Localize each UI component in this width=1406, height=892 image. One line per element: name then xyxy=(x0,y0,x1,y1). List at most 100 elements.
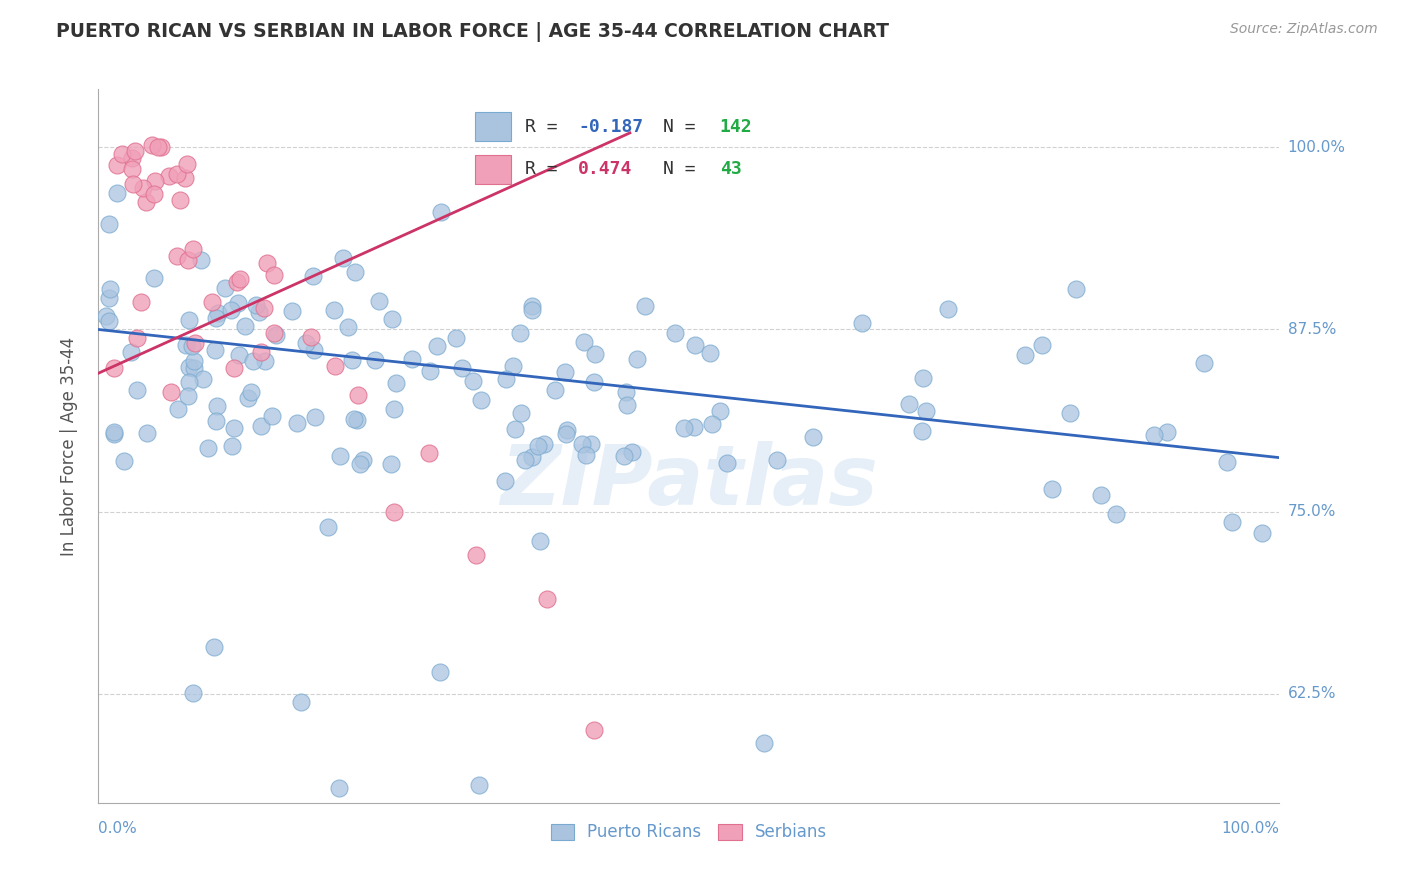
Puerto Ricans xyxy=(1215,455,1237,469)
Serbians xyxy=(146,140,169,154)
Puerto Ricans xyxy=(250,419,273,434)
Serbians xyxy=(131,181,153,195)
Puerto Ricans xyxy=(193,371,215,385)
Serbians xyxy=(105,158,128,172)
Puerto Ricans xyxy=(98,291,121,305)
Puerto Ricans xyxy=(222,421,245,435)
Text: PUERTO RICAN VS SERBIAN IN LABOR FORCE | AGE 35-44 CORRELATION CHART: PUERTO RICAN VS SERBIAN IN LABOR FORCE |… xyxy=(56,22,889,42)
Puerto Ricans xyxy=(495,474,517,488)
Puerto Ricans xyxy=(1192,356,1215,370)
Puerto Ricans xyxy=(332,251,354,265)
Puerto Ricans xyxy=(364,353,387,368)
Serbians xyxy=(142,187,165,202)
Serbians xyxy=(263,326,285,340)
Puerto Ricans xyxy=(509,326,531,340)
Puerto Ricans xyxy=(513,452,536,467)
Puerto Ricans xyxy=(143,270,166,285)
Puerto Ricans xyxy=(709,403,731,417)
Puerto Ricans xyxy=(583,347,606,361)
Puerto Ricans xyxy=(179,313,201,327)
Puerto Ricans xyxy=(302,268,325,283)
Puerto Ricans xyxy=(260,409,283,423)
Puerto Ricans xyxy=(302,343,325,358)
Puerto Ricans xyxy=(444,331,467,345)
Serbians xyxy=(150,140,173,154)
Puerto Ricans xyxy=(614,385,637,400)
Serbians xyxy=(129,295,152,310)
Puerto Ricans xyxy=(626,351,648,366)
Serbians xyxy=(536,591,558,606)
Serbians xyxy=(124,145,146,159)
Text: 100.0%: 100.0% xyxy=(1222,822,1279,837)
Puerto Ricans xyxy=(544,383,567,397)
Puerto Ricans xyxy=(127,383,149,397)
Puerto Ricans xyxy=(136,425,159,440)
Serbians xyxy=(143,174,166,188)
Puerto Ricans xyxy=(349,457,371,471)
Puerto Ricans xyxy=(166,401,188,416)
Puerto Ricans xyxy=(105,186,128,201)
Puerto Ricans xyxy=(613,450,636,464)
Serbians xyxy=(166,249,188,263)
Puerto Ricans xyxy=(673,421,696,435)
Puerto Ricans xyxy=(1105,507,1128,521)
Puerto Ricans xyxy=(336,319,359,334)
Puerto Ricans xyxy=(103,426,125,441)
Puerto Ricans xyxy=(98,217,121,231)
Puerto Ricans xyxy=(285,416,308,430)
Puerto Ricans xyxy=(240,384,263,399)
Puerto Ricans xyxy=(461,374,484,388)
Serbians xyxy=(121,152,143,166)
Puerto Ricans xyxy=(557,423,579,437)
Serbians xyxy=(181,243,204,257)
Puerto Ricans xyxy=(579,437,602,451)
Text: 100.0%: 100.0% xyxy=(1288,140,1346,155)
Serbians xyxy=(250,345,273,359)
Serbians xyxy=(263,268,285,282)
Puerto Ricans xyxy=(219,302,242,317)
Serbians xyxy=(465,548,488,562)
Puerto Ricans xyxy=(340,352,363,367)
Puerto Ricans xyxy=(801,430,824,444)
Puerto Ricans xyxy=(384,376,406,390)
Puerto Ricans xyxy=(914,404,936,418)
Puerto Ricans xyxy=(520,450,543,464)
Serbians xyxy=(299,330,322,344)
Puerto Ricans xyxy=(1156,425,1178,439)
Puerto Ricans xyxy=(702,417,724,431)
Serbians xyxy=(226,276,249,290)
Text: 75.0%: 75.0% xyxy=(1288,504,1336,519)
Puerto Ricans xyxy=(247,305,270,319)
Puerto Ricans xyxy=(621,445,644,459)
Serbians xyxy=(323,359,346,373)
Serbians xyxy=(583,723,606,737)
Puerto Ricans xyxy=(190,252,212,267)
Serbians xyxy=(347,388,370,402)
Serbians xyxy=(176,156,198,170)
Puerto Ricans xyxy=(228,348,250,362)
Puerto Ricans xyxy=(450,361,472,376)
Puerto Ricans xyxy=(716,456,738,470)
Serbians xyxy=(111,147,134,161)
Puerto Ricans xyxy=(510,406,533,420)
Serbians xyxy=(135,194,157,209)
Puerto Ricans xyxy=(495,372,517,386)
Serbians xyxy=(253,301,276,315)
Text: 62.5%: 62.5% xyxy=(1288,686,1336,701)
Puerto Ricans xyxy=(1031,338,1053,352)
Legend: Puerto Ricans, Serbians: Puerto Ricans, Serbians xyxy=(544,817,834,848)
Puerto Ricans xyxy=(575,448,598,462)
Puerto Ricans xyxy=(245,298,267,312)
Puerto Ricans xyxy=(233,318,256,333)
Puerto Ricans xyxy=(346,412,368,426)
Puerto Ricans xyxy=(183,353,205,368)
Puerto Ricans xyxy=(290,695,312,709)
Puerto Ricans xyxy=(897,397,920,411)
Puerto Ricans xyxy=(571,437,593,451)
Puerto Ricans xyxy=(226,296,249,310)
Puerto Ricans xyxy=(316,519,339,533)
Puerto Ricans xyxy=(352,453,374,467)
Puerto Ricans xyxy=(281,304,304,318)
Puerto Ricans xyxy=(470,392,492,407)
Serbians xyxy=(169,194,191,208)
